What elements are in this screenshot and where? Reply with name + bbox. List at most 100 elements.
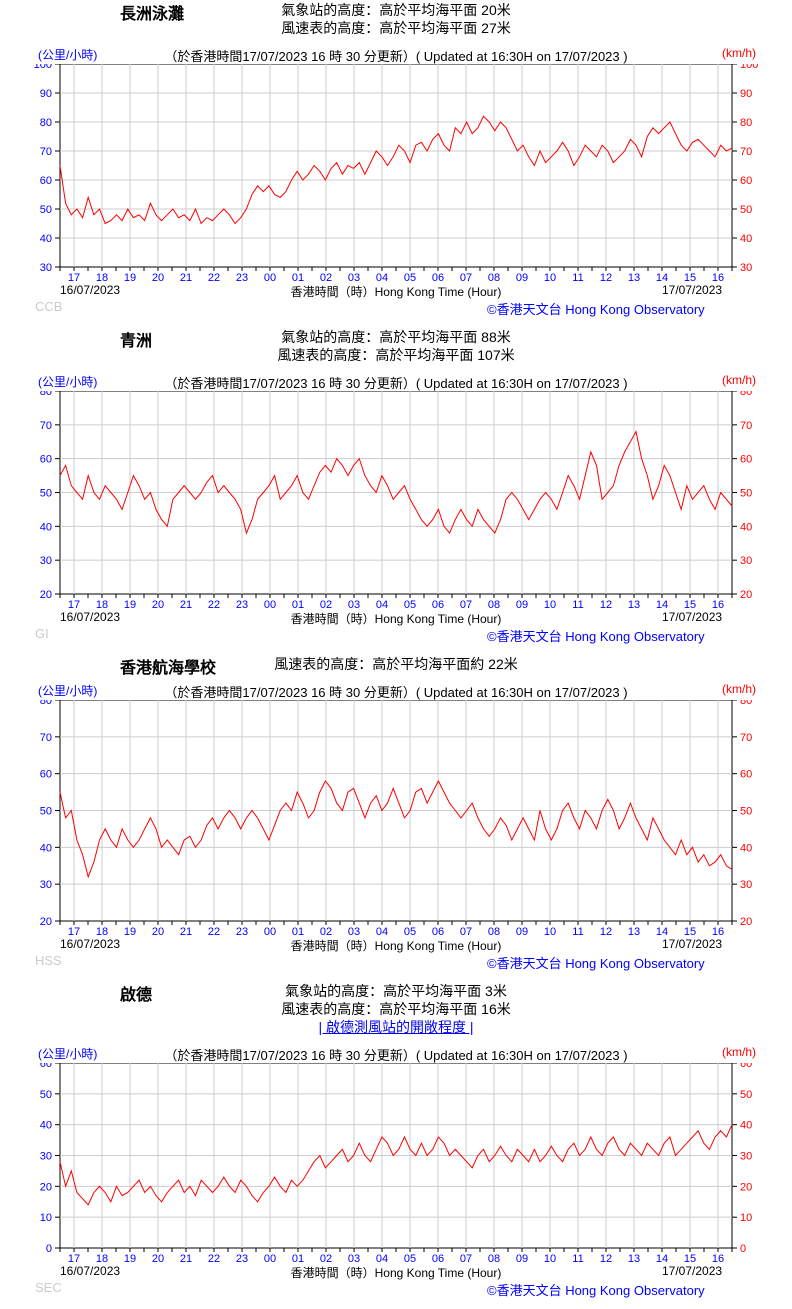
station-subtitle: 風速表的高度：高於平均海平面 107米 xyxy=(0,345,792,365)
svg-text:50: 50 xyxy=(740,204,752,216)
svg-text:80: 80 xyxy=(40,117,52,129)
svg-text:100: 100 xyxy=(740,64,758,71)
station-subtitle: 風速表的高度：高於平均海平面 16米 xyxy=(0,999,792,1019)
svg-text:0: 0 xyxy=(740,1243,746,1255)
yaxis-unit-right: (km/h) xyxy=(722,1045,756,1059)
wind-series-line xyxy=(60,781,732,877)
wind-speed-chart: 2020303040405050606070708080171819202122… xyxy=(0,391,792,634)
chart-block: 啟德氣象站的高度：高於平均海平面 3米風速表的高度：高於平均海平面 16米| 啟… xyxy=(0,981,792,1308)
svg-text:0: 0 xyxy=(46,1243,52,1255)
svg-text:80: 80 xyxy=(40,391,52,398)
yaxis-unit-left: (公里/小時) xyxy=(38,46,97,63)
svg-text:60: 60 xyxy=(740,454,752,466)
svg-text:90: 90 xyxy=(40,88,52,100)
svg-text:30: 30 xyxy=(40,879,52,891)
xaxis-title: 香港時間（時）Hong Kong Time (Hour) xyxy=(0,937,792,954)
yaxis-unit-left: (公里/小時) xyxy=(38,373,97,390)
station-subtitle: 氣象站的高度：高於平均海平面 3米 xyxy=(0,981,792,1001)
svg-text:50: 50 xyxy=(40,204,52,216)
copyright: ©香港天文台 Hong Kong Observatory xyxy=(487,953,705,972)
chart-block: 青洲氣象站的高度：高於平均海平面 88米風速表的高度：高於平均海平面 107米（… xyxy=(0,327,792,654)
svg-text:70: 70 xyxy=(740,420,752,432)
svg-text:20: 20 xyxy=(740,589,752,601)
xaxis-title: 香港時間（時）Hong Kong Time (Hour) xyxy=(0,1264,792,1281)
svg-text:70: 70 xyxy=(40,420,52,432)
copyright: ©香港天文台 Hong Kong Observatory xyxy=(487,1280,705,1299)
xaxis-title: 香港時間（時）Hong Kong Time (Hour) xyxy=(0,283,792,300)
svg-text:50: 50 xyxy=(40,488,52,500)
xaxis-title: 香港時間（時）Hong Kong Time (Hour) xyxy=(0,610,792,627)
station-code: GI xyxy=(35,626,49,641)
svg-text:90: 90 xyxy=(740,88,752,100)
station-code: CCB xyxy=(35,299,62,314)
yaxis-unit-left: (公里/小時) xyxy=(38,1045,97,1062)
svg-text:10: 10 xyxy=(40,1212,52,1224)
svg-text:40: 40 xyxy=(40,1120,52,1132)
wind-speed-chart: 2020303040405050606070708080171819202122… xyxy=(0,700,792,961)
station-code: SEC xyxy=(35,1280,62,1295)
wind-series-line xyxy=(60,1125,732,1205)
yaxis-unit-right: (km/h) xyxy=(722,46,756,60)
svg-text:20: 20 xyxy=(40,1181,52,1193)
svg-text:60: 60 xyxy=(740,769,752,781)
svg-text:10: 10 xyxy=(740,1212,752,1224)
station-subtitle: 氣象站的高度：高於平均海平面 88米 xyxy=(0,327,792,347)
svg-text:80: 80 xyxy=(740,700,752,707)
svg-text:30: 30 xyxy=(40,1151,52,1163)
svg-text:30: 30 xyxy=(40,262,52,274)
svg-text:30: 30 xyxy=(740,262,752,274)
svg-text:30: 30 xyxy=(740,555,752,567)
yaxis-unit-right: (km/h) xyxy=(722,373,756,387)
svg-text:80: 80 xyxy=(740,117,752,129)
svg-text:50: 50 xyxy=(40,806,52,818)
svg-text:40: 40 xyxy=(40,842,52,854)
svg-text:50: 50 xyxy=(740,488,752,500)
svg-text:20: 20 xyxy=(40,916,52,928)
update-timestamp: （於香港時間17/07/2023 16 時 30 分更新）( Updated a… xyxy=(0,46,792,65)
svg-text:80: 80 xyxy=(40,700,52,707)
svg-text:70: 70 xyxy=(740,146,752,158)
svg-text:70: 70 xyxy=(740,732,752,744)
svg-text:50: 50 xyxy=(740,1089,752,1101)
svg-text:60: 60 xyxy=(740,175,752,187)
svg-text:40: 40 xyxy=(740,233,752,245)
chart-block: 香港航海學校風速表的高度：高於平均海平面約 22米（於香港時間17/07/202… xyxy=(0,654,792,981)
svg-text:100: 100 xyxy=(34,64,52,71)
svg-text:40: 40 xyxy=(740,842,752,854)
svg-text:40: 40 xyxy=(740,521,752,533)
svg-text:60: 60 xyxy=(40,454,52,466)
svg-text:30: 30 xyxy=(740,879,752,891)
wind-speed-chart: 0010102020303040405050606017181920212223… xyxy=(0,1063,792,1288)
svg-text:20: 20 xyxy=(740,1181,752,1193)
svg-text:50: 50 xyxy=(740,806,752,818)
copyright: ©香港天文台 Hong Kong Observatory xyxy=(487,626,705,645)
update-timestamp: （於香港時間17/07/2023 16 時 30 分更新）( Updated a… xyxy=(0,1045,792,1064)
station-code: HSS xyxy=(35,953,62,968)
yaxis-unit-right: (km/h) xyxy=(722,682,756,696)
station-subtitle: 風速表的高度：高於平均海平面約 22米 xyxy=(0,654,792,674)
svg-text:40: 40 xyxy=(40,521,52,533)
station-subtitle: 風速表的高度：高於平均海平面 27米 xyxy=(0,18,792,38)
wind-series-line xyxy=(60,116,732,223)
openness-link[interactable]: | 啟德測風站的開敞程度 | xyxy=(0,1017,792,1037)
svg-text:30: 30 xyxy=(40,555,52,567)
svg-text:70: 70 xyxy=(40,146,52,158)
chart-block: 長洲泳灘氣象站的高度：高於平均海平面 20米風速表的高度：高於平均海平面 27米… xyxy=(0,0,792,327)
svg-text:60: 60 xyxy=(740,1063,752,1070)
station-subtitle: 氣象站的高度：高於平均海平面 20米 xyxy=(0,0,792,20)
update-timestamp: （於香港時間17/07/2023 16 時 30 分更新）( Updated a… xyxy=(0,373,792,392)
svg-text:50: 50 xyxy=(40,1089,52,1101)
svg-text:30: 30 xyxy=(740,1151,752,1163)
svg-text:60: 60 xyxy=(40,1063,52,1070)
svg-text:20: 20 xyxy=(40,589,52,601)
svg-text:70: 70 xyxy=(40,732,52,744)
yaxis-unit-left: (公里/小時) xyxy=(38,682,97,699)
svg-text:40: 40 xyxy=(40,233,52,245)
svg-text:80: 80 xyxy=(740,391,752,398)
update-timestamp: （於香港時間17/07/2023 16 時 30 分更新）( Updated a… xyxy=(0,682,792,701)
wind-speed-chart: 3030404050506060707080809090100100171819… xyxy=(0,64,792,307)
copyright: ©香港天文台 Hong Kong Observatory xyxy=(487,299,705,318)
svg-text:60: 60 xyxy=(40,769,52,781)
svg-text:60: 60 xyxy=(40,175,52,187)
svg-text:20: 20 xyxy=(740,916,752,928)
